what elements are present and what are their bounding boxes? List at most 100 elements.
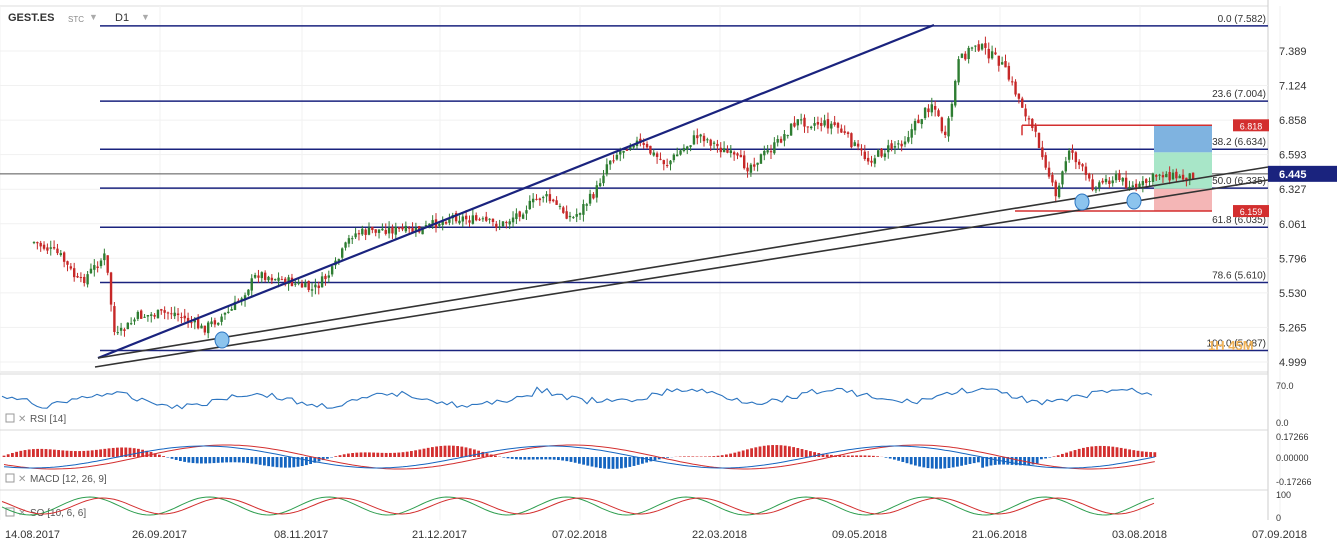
candle-body [39, 242, 42, 247]
candle-body [1131, 185, 1134, 187]
chevron-down-icon[interactable]: ▼ [89, 12, 98, 22]
candle-body [588, 193, 592, 204]
macd-histogram-bar [200, 457, 203, 464]
macd-histogram-bar [250, 457, 254, 464]
candle-body [217, 322, 220, 325]
upper-trend-line [97, 23, 935, 360]
macd-histogram-bar [313, 457, 317, 463]
candle-body [414, 228, 418, 231]
candle-body [736, 153, 739, 156]
candle-body [515, 213, 518, 220]
close-icon: ✕ [18, 508, 26, 519]
candle-body [803, 117, 806, 127]
macd-histogram-bar [65, 450, 69, 457]
macd-histogram-bar [775, 445, 779, 457]
candle-body [408, 227, 411, 229]
candle-body [1104, 178, 1108, 183]
candle-body [357, 233, 361, 235]
candle-body [1148, 181, 1151, 183]
macd-histogram-bar [552, 457, 556, 460]
macd-histogram-bar [1031, 457, 1035, 465]
timeframe-selector[interactable]: D1 [115, 12, 130, 24]
macd-histogram-bar [464, 447, 468, 457]
candle-body [129, 323, 133, 325]
candle-body [314, 284, 317, 288]
current-price-badge [1268, 165, 1337, 182]
candle-body [223, 312, 227, 315]
candle-body [947, 118, 950, 137]
candle-body [133, 319, 136, 322]
macd-histogram-bar [515, 457, 518, 460]
candle-body [277, 277, 280, 281]
candle-body [739, 154, 743, 158]
price-tick-label: 5.265 [1279, 322, 1307, 334]
candle-body [444, 222, 448, 224]
candle-body [779, 138, 783, 143]
candle-body [99, 260, 103, 267]
candle-body [454, 213, 458, 222]
candle-body [950, 103, 954, 117]
indicator-level-label: 70.0 [1276, 381, 1294, 391]
macd-histogram-bar [132, 448, 136, 457]
macd-histogram-bar [628, 457, 632, 467]
candle-body [491, 218, 495, 222]
indicator-name: MACD [12, 26, 9] [30, 474, 107, 485]
trade-zones[interactable]: 6.818 6.159 [1015, 119, 1269, 218]
candle-body [990, 51, 994, 59]
candle-body [542, 197, 545, 199]
candle-body [471, 215, 475, 224]
candle-body [629, 146, 632, 149]
candle-body [1165, 173, 1168, 178]
macd-histogram-bar [124, 447, 128, 457]
candle-body [1118, 173, 1121, 181]
macd-histogram-bar [611, 457, 615, 469]
candle-body [652, 152, 655, 156]
candle-body [1171, 172, 1175, 180]
macd-histogram-bar [1019, 457, 1022, 466]
macd-histogram-bar [867, 455, 871, 457]
macd-histogram-bar [376, 452, 380, 457]
candle-body [1121, 177, 1124, 182]
macd-histogram-bar [208, 457, 212, 464]
candle-body [421, 227, 424, 235]
fibonacci-retracement[interactable]: 0.0 (7.582) 23.6 (7.004) 38.2 (6.634) 50.0 … [100, 14, 1268, 352]
candle-body [860, 148, 863, 151]
macd-histogram-bar [153, 453, 157, 457]
macd-histogram-bar [145, 450, 149, 457]
candle-body [987, 48, 990, 59]
candle-body [893, 146, 897, 148]
candle-body [873, 158, 877, 164]
macd-histogram-bar [750, 448, 753, 457]
macd-histogram-bar [561, 457, 564, 461]
candle-body [1088, 173, 1091, 179]
candle-body [438, 223, 441, 226]
macd-histogram-bar [389, 452, 392, 457]
candle-body [374, 229, 377, 233]
candle-body [391, 227, 394, 234]
macd-histogram-bar [174, 457, 178, 460]
candle-body [1114, 174, 1118, 181]
candle-body [1111, 180, 1114, 184]
macd-histogram-bar [876, 456, 879, 457]
candle-body [877, 150, 880, 157]
trend-lines[interactable] [94, 23, 1269, 368]
symbol-label[interactable]: GEST.ES [8, 12, 55, 24]
macd-histogram-bar [544, 457, 548, 460]
chevron-down-icon[interactable]: ▼ [141, 12, 150, 22]
macd-histogram-bar [943, 457, 947, 469]
macd-histogram-bar [1052, 456, 1056, 457]
candle-body [676, 154, 679, 157]
candle-body [1024, 108, 1027, 117]
candle-body [659, 158, 662, 160]
macd-histogram-bar [48, 449, 52, 457]
candle-body [870, 160, 873, 163]
candle-body [270, 277, 274, 281]
candle-body [351, 238, 354, 240]
candle-body [468, 220, 471, 223]
candle-body [1014, 81, 1017, 95]
macd-histogram-bar [229, 457, 233, 463]
candle-body [203, 325, 207, 333]
macd-histogram-bar [519, 457, 522, 460]
macd-histogram-bar [279, 457, 283, 468]
